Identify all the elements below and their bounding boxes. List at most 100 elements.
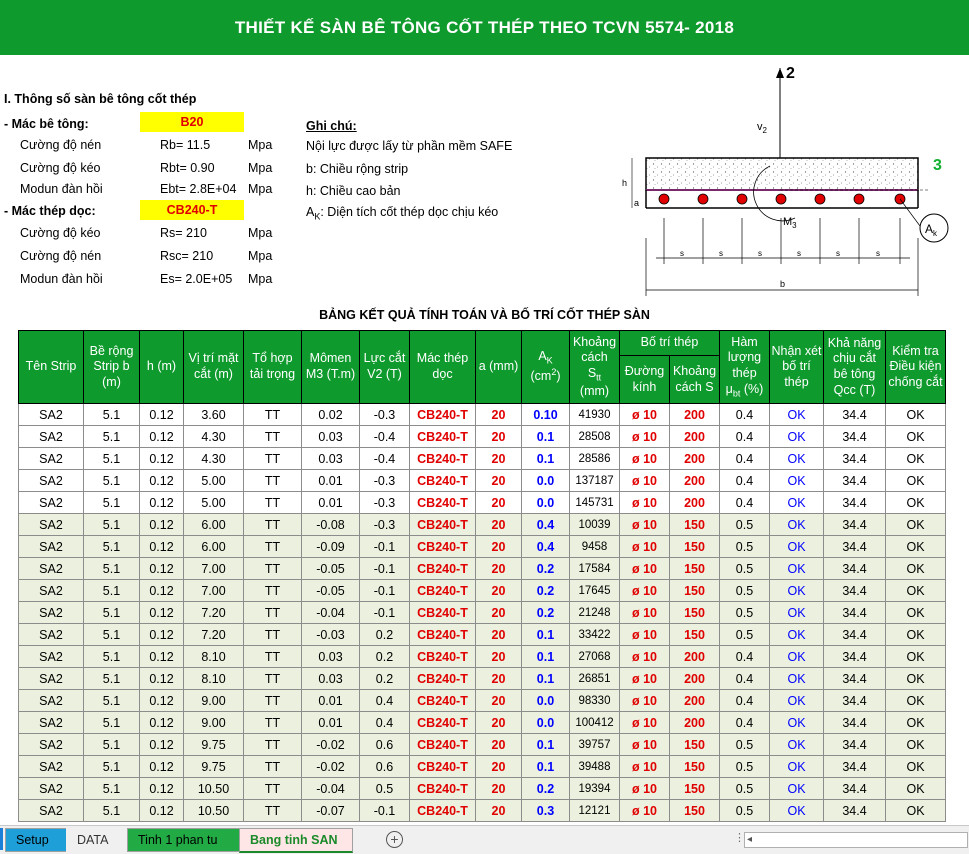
cell-h[interactable]: 0.12 — [139, 403, 184, 426]
cell-dia[interactable]: ø 10 — [619, 469, 670, 492]
cell-combo[interactable]: TT — [243, 425, 302, 448]
cell-stt[interactable]: 41930 — [569, 403, 620, 426]
cell-strip[interactable]: SA2 — [18, 711, 84, 734]
cell-h[interactable]: 0.12 — [139, 645, 184, 668]
cell-dia[interactable]: ø 10 — [619, 403, 670, 426]
cell-a[interactable]: 20 — [475, 513, 522, 536]
cell-a[interactable]: 20 — [475, 689, 522, 712]
cell-ak[interactable]: 0.4 — [521, 513, 570, 536]
cell-s[interactable]: 200 — [669, 469, 720, 492]
cell-strip[interactable]: SA2 — [18, 601, 84, 624]
cell-cond[interactable]: OK — [885, 755, 946, 778]
cell-m3[interactable]: -0.02 — [301, 733, 360, 756]
cell-s[interactable]: 150 — [669, 777, 720, 800]
cell-check[interactable]: OK — [769, 425, 824, 448]
cell-strip[interactable]: SA2 — [18, 579, 84, 602]
cell-m3[interactable]: 0.03 — [301, 447, 360, 470]
cell-check[interactable]: OK — [769, 403, 824, 426]
cell-ak[interactable]: 0.0 — [521, 469, 570, 492]
cell-ak[interactable]: 0.3 — [521, 799, 570, 822]
cell-v2[interactable]: 0.2 — [359, 623, 410, 646]
cell-b[interactable]: 5.1 — [83, 623, 140, 646]
cell-steel[interactable]: CB240-T — [409, 447, 476, 470]
cell-v2[interactable]: -0.4 — [359, 425, 410, 448]
cell-ak[interactable]: 0.0 — [521, 491, 570, 514]
cell-q[interactable]: 34.4 — [823, 623, 886, 646]
cell-steel[interactable]: CB240-T — [409, 579, 476, 602]
cell-dia[interactable]: ø 10 — [619, 579, 670, 602]
cell-strip[interactable]: SA2 — [18, 447, 84, 470]
cell-cond[interactable]: OK — [885, 535, 946, 558]
cell-cond[interactable]: OK — [885, 513, 946, 536]
cell-h[interactable]: 0.12 — [139, 777, 184, 800]
cell-s[interactable]: 150 — [669, 755, 720, 778]
cell-b[interactable]: 5.1 — [83, 711, 140, 734]
cell-h[interactable]: 0.12 — [139, 799, 184, 822]
cell-m3[interactable]: 0.01 — [301, 711, 360, 734]
cell-stt[interactable]: 137187 — [569, 469, 620, 492]
cell-mu[interactable]: 0.4 — [719, 645, 770, 668]
cell-h[interactable]: 0.12 — [139, 711, 184, 734]
cell-m3[interactable]: 0.01 — [301, 469, 360, 492]
horizontal-scrollbar[interactable]: ◂ — [744, 832, 968, 848]
cell-stt[interactable]: 39488 — [569, 755, 620, 778]
cell-dia[interactable]: ø 10 — [619, 799, 670, 822]
cell-combo[interactable]: TT — [243, 777, 302, 800]
cell-dia[interactable]: ø 10 — [619, 557, 670, 580]
cell-pos[interactable]: 9.00 — [183, 711, 244, 734]
cell-q[interactable]: 34.4 — [823, 711, 886, 734]
cell-cond[interactable]: OK — [885, 403, 946, 426]
cell-check[interactable]: OK — [769, 623, 824, 646]
cell-q[interactable]: 34.4 — [823, 469, 886, 492]
cell-combo[interactable]: TT — [243, 755, 302, 778]
cell-combo[interactable]: TT — [243, 469, 302, 492]
cell-b[interactable]: 5.1 — [83, 733, 140, 756]
cell-mu[interactable]: 0.4 — [719, 711, 770, 734]
cell-b[interactable]: 5.1 — [83, 755, 140, 778]
cell-strip[interactable]: SA2 — [18, 689, 84, 712]
cell-a[interactable]: 20 — [475, 469, 522, 492]
cell-q[interactable]: 34.4 — [823, 513, 886, 536]
cell-check[interactable]: OK — [769, 777, 824, 800]
cell-cond[interactable]: OK — [885, 469, 946, 492]
cell-combo[interactable]: TT — [243, 403, 302, 426]
cell-mu[interactable]: 0.4 — [719, 469, 770, 492]
cell-b[interactable]: 5.1 — [83, 579, 140, 602]
cell-stt[interactable]: 100412 — [569, 711, 620, 734]
cell-steel[interactable]: CB240-T — [409, 689, 476, 712]
cell-ak[interactable]: 0.1 — [521, 645, 570, 668]
cell-dia[interactable]: ø 10 — [619, 777, 670, 800]
cell-b[interactable]: 5.1 — [83, 689, 140, 712]
cell-dia[interactable]: ø 10 — [619, 711, 670, 734]
cell-dia[interactable]: ø 10 — [619, 425, 670, 448]
cell-a[interactable]: 20 — [475, 799, 522, 822]
cell-stt[interactable]: 98330 — [569, 689, 620, 712]
cell-check[interactable]: OK — [769, 601, 824, 624]
cell-combo[interactable]: TT — [243, 579, 302, 602]
cell-stt[interactable]: 9458 — [569, 535, 620, 558]
cell-combo[interactable]: TT — [243, 645, 302, 668]
cell-v2[interactable]: -0.3 — [359, 513, 410, 536]
cell-strip[interactable]: SA2 — [18, 557, 84, 580]
cell-h[interactable]: 0.12 — [139, 447, 184, 470]
cell-combo[interactable]: TT — [243, 711, 302, 734]
cell-stt[interactable]: 28586 — [569, 447, 620, 470]
cell-check[interactable]: OK — [769, 711, 824, 734]
cell-combo[interactable]: TT — [243, 689, 302, 712]
cell-ak[interactable]: 0.2 — [521, 557, 570, 580]
cell-v2[interactable]: 0.2 — [359, 645, 410, 668]
cell-steel[interactable]: CB240-T — [409, 733, 476, 756]
cell-m3[interactable]: -0.05 — [301, 579, 360, 602]
cell-stt[interactable]: 19394 — [569, 777, 620, 800]
cell-cond[interactable]: OK — [885, 733, 946, 756]
cell-cond[interactable]: OK — [885, 777, 946, 800]
cell-v2[interactable]: -0.1 — [359, 601, 410, 624]
cell-check[interactable]: OK — [769, 645, 824, 668]
cell-m3[interactable]: -0.08 — [301, 513, 360, 536]
cell-cond[interactable]: OK — [885, 601, 946, 624]
cell-steel[interactable]: CB240-T — [409, 491, 476, 514]
cell-s[interactable]: 150 — [669, 623, 720, 646]
cell-strip[interactable]: SA2 — [18, 491, 84, 514]
cell-a[interactable]: 20 — [475, 733, 522, 756]
cell-steel[interactable]: CB240-T — [409, 711, 476, 734]
